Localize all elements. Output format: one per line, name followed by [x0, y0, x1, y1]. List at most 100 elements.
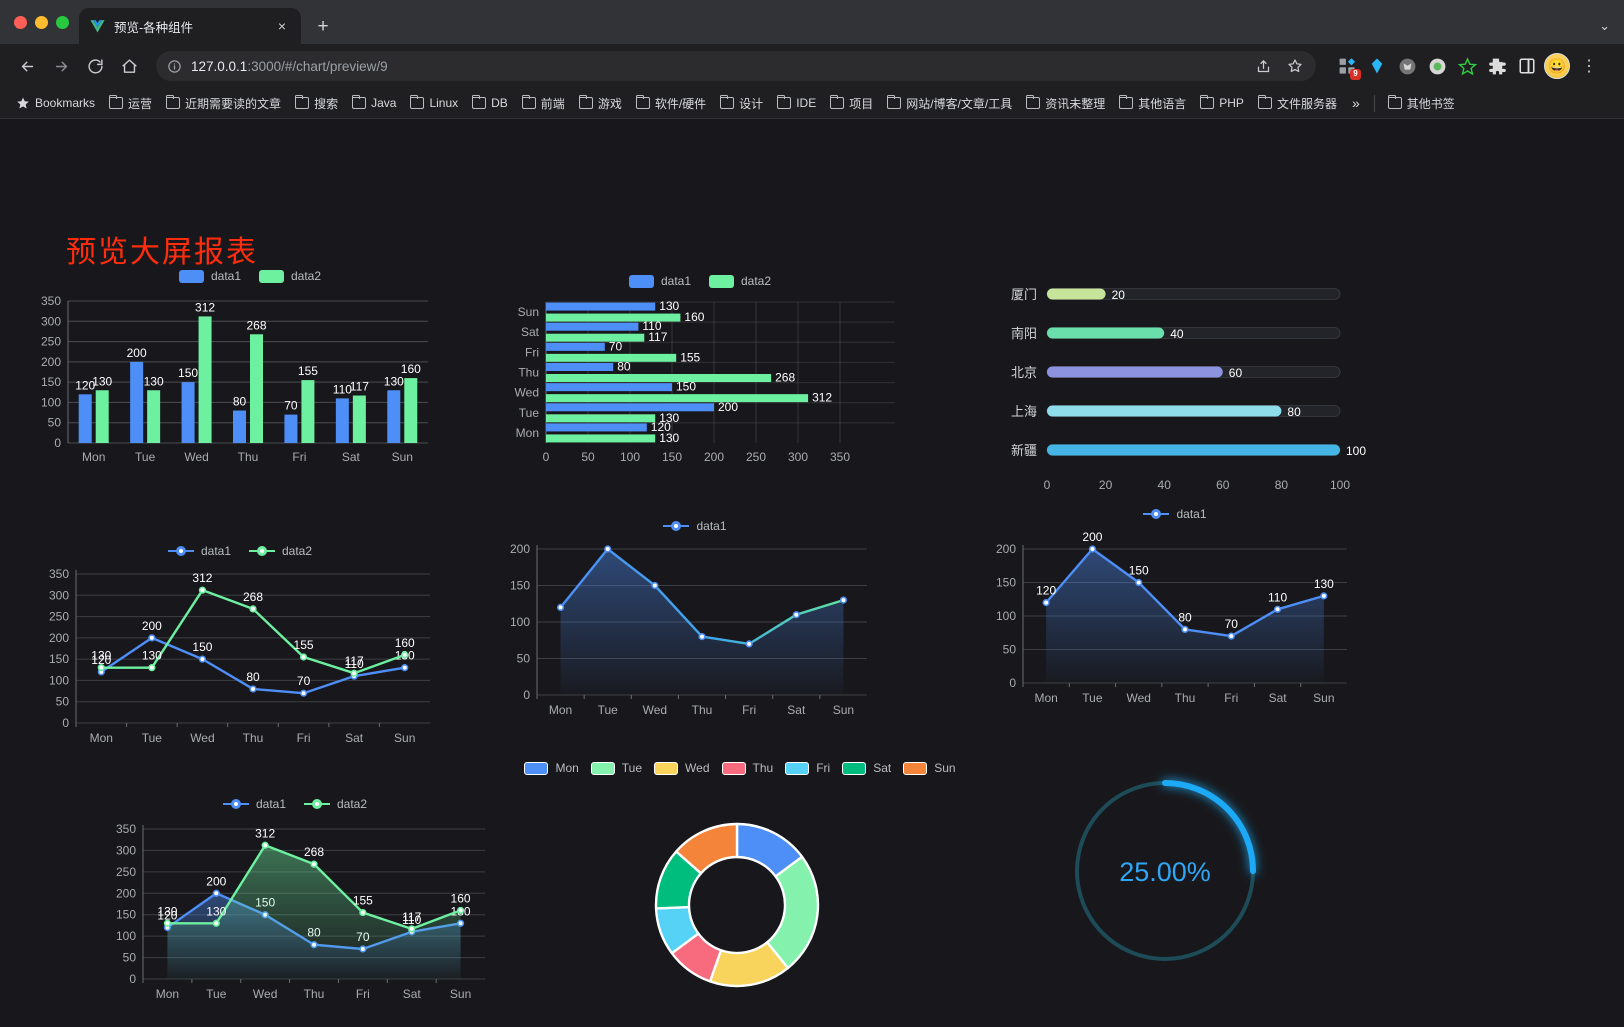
bookmark-folder[interactable]: 运营 — [103, 92, 158, 115]
legend-label: data1 — [696, 519, 727, 533]
point-value-label: 117 — [402, 910, 421, 924]
maximize-window-button[interactable] — [56, 15, 69, 29]
legend-vertical-bar: data1 data2 — [20, 269, 480, 283]
bookmarks-bar: Bookmarks 运营 近期需要读的文章 搜索 Java Linux DB 前端 游戏 软件/… — [0, 88, 1624, 119]
bookmark-folder[interactable]: 项目 — [824, 92, 879, 115]
diamond-icon[interactable] — [1364, 53, 1390, 79]
browser-menu-button[interactable]: ⋮ — [1581, 58, 1597, 75]
legend-label: Sat — [873, 761, 892, 775]
point-value-label: 80 — [1178, 610, 1192, 624]
legend-item[interactable]: data2 — [304, 797, 367, 811]
close-icon[interactable]: × — [277, 18, 287, 34]
close-window-button[interactable] — [14, 15, 27, 29]
back-button[interactable] — [12, 51, 42, 81]
bookmark-folder[interactable]: 其他语言 — [1113, 92, 1192, 115]
metamask-icon[interactable] — [1394, 53, 1420, 79]
legend-item[interactable]: Tue — [590, 761, 642, 775]
star-icon[interactable] — [1280, 51, 1310, 81]
legend-item[interactable]: data1 — [628, 274, 691, 288]
legend-item[interactable]: data2 — [709, 274, 771, 288]
chevron-down-icon[interactable]: ⌄ — [1599, 18, 1610, 33]
bookmark-folder[interactable]: 资讯未整理 — [1020, 92, 1111, 115]
legend-item[interactable]: data2 — [259, 269, 321, 283]
bookmark-folder[interactable]: DB — [466, 93, 514, 113]
y-axis-tick: 150 — [49, 652, 69, 666]
bookmark-folder[interactable]: 游戏 — [573, 92, 628, 115]
bookmarks-root[interactable]: Bookmarks — [10, 93, 101, 113]
y-axis-tick: 100 — [996, 609, 1016, 623]
x-axis-tick: Fri — [297, 731, 311, 745]
browser-tab[interactable]: 预览-各种组件 × — [79, 8, 301, 44]
site-info-icon[interactable] — [167, 59, 182, 74]
minimize-window-button[interactable] — [35, 15, 48, 29]
legend-item[interactable]: Sat — [842, 761, 891, 775]
avatar[interactable]: 😀 — [1544, 53, 1570, 79]
other-bookmarks-folder[interactable]: 其他书签 — [1382, 92, 1461, 115]
bookmarks-overflow-button[interactable]: » — [1351, 95, 1360, 111]
x-axis-tick: Wed — [643, 703, 667, 717]
circle-green-icon[interactable] — [1424, 53, 1450, 79]
legend-item[interactable]: data1 — [167, 544, 231, 558]
legend-item[interactable]: Thu — [721, 761, 773, 775]
point-value-label: 200 — [142, 619, 162, 633]
x-axis-tick: 40 — [1158, 478, 1172, 492]
legend-label: data2 — [741, 274, 772, 288]
share-icon[interactable] — [1248, 51, 1278, 81]
forward-button[interactable] — [46, 51, 76, 81]
home-button[interactable] — [114, 51, 144, 81]
sidepanel-icon[interactable] — [1514, 53, 1540, 79]
new-tab-button[interactable]: + — [317, 15, 329, 37]
bookmark-folder[interactable]: 搜索 — [289, 92, 344, 115]
legend-item[interactable]: data1 — [1143, 507, 1207, 521]
y-axis-tick: 200 — [49, 631, 69, 645]
legend-item[interactable]: data1 — [178, 269, 241, 283]
star-green-icon[interactable] — [1454, 53, 1480, 79]
bookmark-folder[interactable]: 文件服务器 — [1252, 92, 1343, 115]
legend-item[interactable]: data2 — [249, 544, 312, 558]
y-axis-tick: 200 — [510, 542, 530, 556]
bookmark-folder[interactable]: 前端 — [516, 92, 571, 115]
data-point — [839, 596, 848, 604]
legend-swatch — [721, 761, 746, 775]
vue-logo-icon — [89, 18, 106, 35]
data-point — [1135, 578, 1143, 587]
folder-icon — [719, 94, 735, 109]
legend-item[interactable]: Wed — [654, 761, 710, 775]
x-axis-tick: Sat — [787, 703, 806, 717]
extension-grid-icon[interactable]: 9 — [1334, 53, 1361, 80]
legend-item[interactable]: Mon — [524, 761, 579, 775]
bookmark-folder[interactable]: IDE — [771, 93, 822, 113]
category-label: 新疆 — [1011, 443, 1037, 459]
chart-area-two-series: data1 data2 0 50 100 150 200 250 300 350 Mon Tue We… — [95, 797, 495, 1006]
y-axis-tick: 50 — [1003, 643, 1017, 657]
legend-item[interactable]: data1 — [222, 797, 286, 811]
point-value-label: 200 — [206, 874, 226, 888]
url-text: 127.0.0.1:3000/#/chart/preview/9 — [191, 59, 388, 74]
x-axis-tick: 0 — [543, 450, 550, 464]
point-value-label: 150 — [192, 640, 212, 654]
point-value-label: 80 — [246, 670, 260, 684]
bar-value-label: 150 — [178, 366, 198, 380]
bar — [95, 390, 109, 443]
bookmark-folder[interactable]: Linux — [404, 93, 464, 113]
address-bar[interactable]: 127.0.0.1:3000/#/chart/preview/9 — [156, 51, 1316, 81]
other-bookmarks-label: 其他书签 — [1406, 96, 1455, 111]
bookmark-folder[interactable]: 网站/博客/文章/工具 — [881, 92, 1018, 115]
reload-button[interactable] — [80, 51, 110, 81]
legend-item[interactable]: Sun — [903, 761, 956, 775]
area-fill — [167, 845, 461, 979]
legend-item[interactable]: data1 — [663, 519, 727, 533]
bookmark-folder[interactable]: 近期需要读的文章 — [160, 92, 287, 115]
legend-item[interactable]: Fri — [785, 761, 830, 775]
bar — [78, 394, 92, 443]
puzzle-icon[interactable] — [1484, 53, 1510, 79]
chart-line-two-series: data1 data2 0 50 100 150 200 250 300 350 Mon Tue We… — [30, 544, 450, 753]
bookmark-folder[interactable]: PHP — [1194, 93, 1250, 113]
bookmark-folder[interactable]: 设计 — [714, 92, 769, 115]
pie-slice[interactable] — [674, 822, 739, 875]
bookmark-folder[interactable]: 软件/硬件 — [630, 92, 712, 115]
y-axis-tick: 0 — [1009, 676, 1016, 690]
bookmark-folder[interactable]: Java — [346, 93, 402, 113]
legend-swatch — [709, 274, 734, 288]
